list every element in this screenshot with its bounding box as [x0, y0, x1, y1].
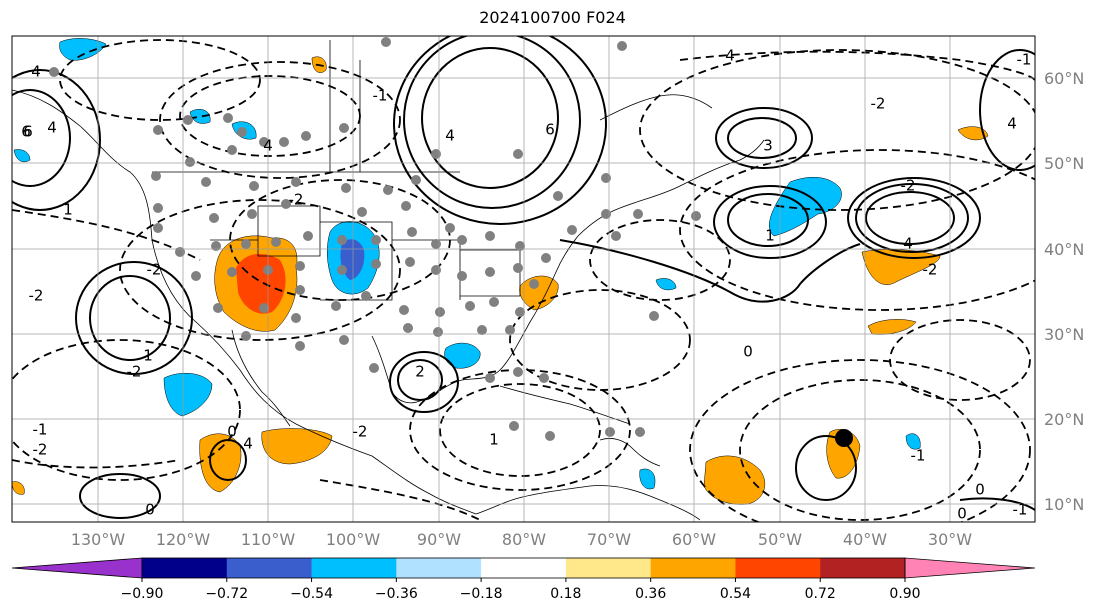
map-frame [11, 35, 1036, 523]
lon-label: 40°W [843, 530, 887, 549]
lon-label: 90°W [417, 530, 461, 549]
colorbar-tick-label: −0.90 [121, 586, 164, 602]
contour-label: 0 [227, 423, 237, 441]
contour-label: 4 [31, 63, 41, 81]
colorbar-tick-label: 0.54 [720, 586, 751, 602]
colorbar-segment [735, 558, 821, 578]
contour-label: -2 [289, 191, 304, 209]
contour-label: -2 [29, 287, 44, 305]
contour-label: -2 [33, 441, 48, 459]
latitude-labels: 60°N 50°N 40°N 30°N 20°N 10°N [1044, 69, 1084, 514]
contour-labels: 4 6 4 6 4 1 -1 4 -2 -2 -2 1 4 3 1 4 -2 -… [21, 47, 1031, 523]
contour-label: -1 [911, 447, 926, 465]
colorbar-segment [142, 558, 228, 578]
contour-label: -1 [373, 87, 388, 105]
contour-label: -1 [33, 421, 48, 439]
colorbar-tick-label: 0.36 [635, 586, 666, 602]
colorbar-segment [481, 558, 567, 578]
lat-label: 10°N [1044, 495, 1084, 514]
colorbar-segment [820, 558, 906, 578]
lon-label: 80°W [502, 530, 546, 549]
lon-label: 60°W [672, 530, 716, 549]
solid-contours [12, 36, 1035, 519]
contour-label: 4 [263, 137, 273, 155]
contour-label: 4 [243, 435, 253, 453]
contour-label: -2 [147, 261, 162, 279]
contour-label: 1 [489, 431, 499, 449]
contour-label: -1 [1017, 51, 1032, 69]
lon-label: 70°W [587, 530, 631, 549]
contour-label: -2 [923, 261, 938, 279]
contour-label: 4 [725, 47, 735, 65]
contour-label: 6 [21, 123, 31, 141]
colorbar-tick-label: −0.54 [290, 586, 333, 602]
contour-label: -2 [353, 423, 368, 441]
contour-label: 1 [765, 227, 775, 245]
colorbar: −0.90 −0.72 −0.54 −0.36 −0.18 0.18 0.36 0.54 0.7… [11, 557, 1036, 602]
contour-label: 0 [975, 481, 985, 499]
colorbar-extend-high [904, 557, 1036, 579]
contour-label: 6 [23, 123, 33, 141]
contour-label: 0 [957, 505, 967, 523]
contour-label: 4 [47, 119, 57, 137]
lat-label: 30°N [1044, 325, 1084, 344]
colorbar-segment [226, 558, 313, 578]
colorbar-tick-label: 0.72 [805, 586, 836, 602]
contour-label: 6 [545, 121, 555, 139]
colorbar-border [141, 557, 906, 579]
lat-label: 40°N [1044, 240, 1084, 259]
lon-label: 110°W [241, 530, 296, 549]
dashed-contours [12, 39, 1035, 522]
contour-label: -1 [1013, 501, 1028, 519]
lon-label: 130°W [71, 530, 126, 549]
lat-label: 20°N [1044, 410, 1084, 429]
contour-label: -2 [901, 177, 916, 195]
lat-label: 50°N [1044, 154, 1084, 173]
lon-label: 120°W [156, 530, 211, 549]
contour-label: 0 [145, 501, 155, 519]
gridlines [12, 36, 1035, 522]
colorbar-segment [650, 558, 736, 578]
observation-dots [49, 37, 701, 441]
lon-label: 50°W [758, 530, 802, 549]
chart-title: 2024100700 F024 [479, 8, 626, 27]
colorbar-extend-low [11, 557, 143, 579]
longitude-labels: 130°W 120°W 110°W 100°W 90°W 80°W 70°W 6… [71, 530, 972, 549]
contour-label: 3 [763, 137, 773, 155]
colorbar-segment [396, 558, 482, 578]
contour-label: 1 [143, 347, 153, 365]
contour-label: -2 [871, 95, 886, 113]
contour-label: 2 [415, 363, 425, 381]
lon-label: 30°W [928, 530, 972, 549]
colorbar-tick-label: 0.90 [889, 586, 920, 602]
lat-label: 60°N [1044, 69, 1084, 88]
colorbar-tick-label: −0.18 [460, 586, 503, 602]
colorbar-tick-label: −0.36 [375, 586, 418, 602]
lon-label: 100°W [326, 530, 381, 549]
contour-label: 1 [63, 201, 73, 219]
storm-center-marker [835, 429, 853, 447]
colorbar-segment [311, 558, 397, 578]
colorbar-segment [565, 558, 652, 578]
contour-label: 4 [903, 235, 913, 253]
colorbar-tick-label: 0.18 [550, 586, 581, 602]
contour-label: 0 [743, 343, 753, 361]
contour-label: 4 [1007, 115, 1017, 133]
colorbar-tick-label: −0.72 [205, 586, 248, 602]
contour-label: 4 [445, 127, 455, 145]
coastlines [12, 40, 765, 521]
contour-label: -2 [127, 363, 142, 381]
